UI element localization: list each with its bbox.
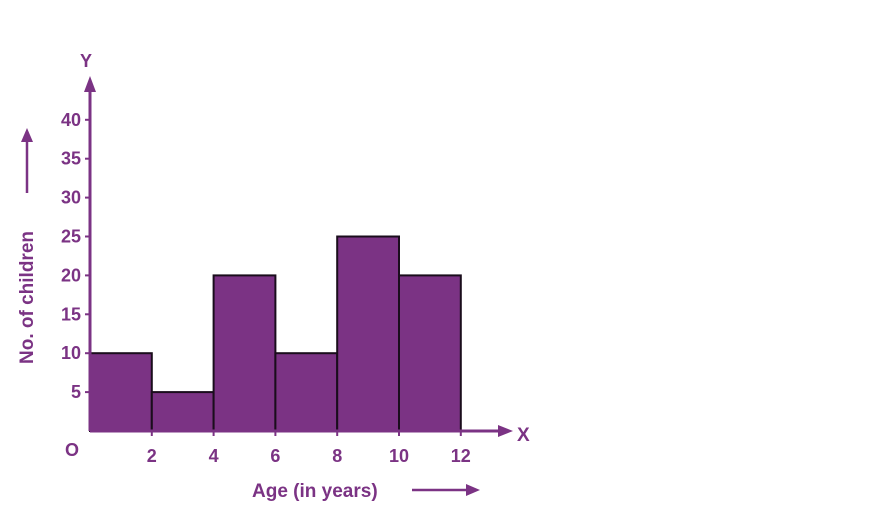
- y-axis-letter: Y: [80, 51, 92, 71]
- y-tick-label: 25: [61, 227, 81, 247]
- axes-group: [84, 76, 513, 437]
- histogram-bar-10-12: [398, 274, 462, 432]
- x-axis-label: Age (in years): [252, 481, 378, 502]
- y-tick-label: 15: [61, 304, 81, 324]
- x-tick-label: 6: [270, 446, 280, 466]
- x-label-arrow: [412, 484, 480, 496]
- y-tick-label: 35: [61, 149, 81, 169]
- x-axis-letter: X: [517, 425, 530, 446]
- x-tick-label: 2: [147, 446, 157, 466]
- y-ticks-group: 5 10 15 20 25 30 35 40: [61, 110, 90, 402]
- y-tick-label: 10: [61, 343, 81, 363]
- x-tick-label: 4: [209, 446, 219, 466]
- histogram-bar-2-4: [150, 391, 215, 433]
- histogram-bar-8-10: [336, 235, 401, 432]
- x-tick-label: 10: [389, 446, 409, 466]
- x-tick-label: 12: [451, 446, 471, 466]
- histogram-bar-0-2: [89, 352, 153, 433]
- y-tick-label: 20: [61, 265, 81, 285]
- y-label-arrow: [21, 128, 33, 193]
- x-ticks-group: 2 4 6 8 10 12: [147, 431, 471, 466]
- origin-label: O: [65, 440, 79, 460]
- x-axis-arrowhead: [498, 425, 513, 437]
- bars-group: [89, 235, 462, 433]
- y-tick-label: 5: [71, 382, 81, 402]
- histogram-bar-4-6: [212, 274, 277, 432]
- y-axis-arrowhead: [84, 76, 96, 92]
- y-tick-label: 30: [61, 188, 81, 208]
- x-tick-label: 8: [332, 446, 342, 466]
- y-tick-label: 40: [61, 110, 81, 130]
- y-axis-label: No. of children: [17, 231, 38, 364]
- histogram-bar-6-8: [274, 352, 339, 433]
